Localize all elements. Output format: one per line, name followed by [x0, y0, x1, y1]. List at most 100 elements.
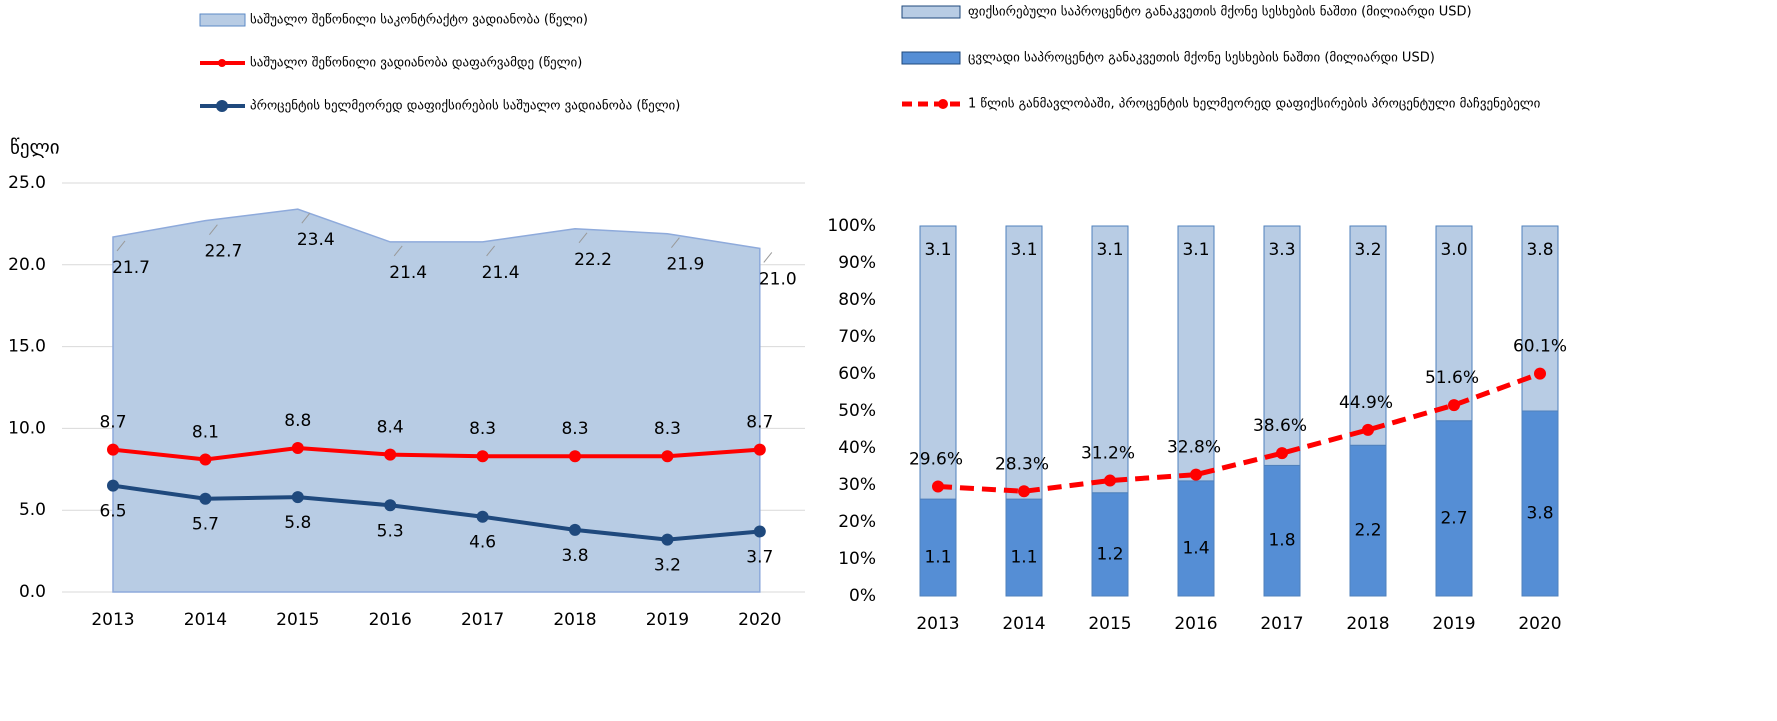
data-label: 32.8% [1167, 438, 1221, 458]
bar-segment [1091, 225, 1129, 494]
line [937, 371, 1541, 494]
point [1534, 367, 1546, 380]
x-tick-label: 2016 [1174, 614, 1217, 634]
leader-line [486, 245, 495, 257]
y-tick-label: 20% [838, 512, 876, 532]
point [291, 442, 304, 455]
y-tick-label: 20.0 [8, 255, 46, 275]
point [1448, 399, 1460, 412]
point [107, 479, 119, 492]
leader-line [209, 224, 218, 235]
data-label: 23.4 [297, 230, 335, 250]
x-tick-label: 2015 [276, 610, 319, 630]
data-label: 3.0 [1440, 240, 1467, 260]
point [1018, 485, 1030, 498]
point [1276, 447, 1288, 460]
legend-label: პროცენტის ხელმეორედ დაფიქსირების საშუალო… [250, 99, 680, 114]
data-label: 8.4 [377, 418, 404, 438]
point [1190, 468, 1202, 481]
bar-segment [1177, 480, 1215, 597]
data-label: 1.2 [1096, 544, 1123, 564]
x-tick-label: 2017 [461, 610, 504, 630]
point [291, 491, 304, 504]
data-label: 3.8 [561, 546, 588, 566]
legend-label: ცვლადი საპროცენტო განაკვეთის მქონე სესხე… [968, 51, 1435, 66]
data-label: 6.5 [99, 502, 126, 522]
data-label: 5.3 [377, 521, 404, 541]
leader-line [671, 237, 680, 249]
data-label: 3.1 [1182, 240, 1209, 260]
x-tick-label: 2018 [553, 610, 596, 630]
data-label: 8.8 [284, 411, 311, 431]
bar-segment [1263, 464, 1301, 597]
leader-line [393, 245, 403, 257]
y-tick-label: 0% [849, 586, 876, 606]
data-label: 3.8 [1526, 504, 1553, 524]
data-label: 3.1 [1010, 240, 1037, 260]
data-label: 51.6% [1425, 368, 1479, 388]
y-tick-label: 5.0 [19, 500, 46, 520]
point [753, 443, 766, 456]
x-tick-label: 2013 [91, 610, 134, 630]
data-label: 3.3 [1268, 240, 1295, 260]
data-label: 8.3 [469, 419, 496, 439]
y-tick-label: 80% [838, 290, 876, 310]
point [384, 499, 397, 512]
point [199, 492, 212, 505]
point [1362, 423, 1374, 436]
point [476, 450, 489, 463]
data-label: 44.9% [1339, 393, 1393, 413]
line [112, 483, 760, 542]
data-label: 8.7 [746, 413, 773, 433]
data-label: 29.6% [909, 449, 963, 469]
data-label: 1.4 [1182, 538, 1209, 558]
bar-segment [1435, 420, 1473, 597]
x-tick-label: 2013 [916, 614, 959, 634]
y-tick-label: 50% [838, 401, 876, 421]
data-label: 8.3 [654, 419, 681, 439]
point [1104, 474, 1116, 487]
data-label: 3.1 [924, 240, 951, 260]
point [932, 480, 944, 493]
point [384, 448, 397, 461]
data-label: 3.8 [1526, 240, 1553, 260]
data-label: 4.6 [469, 533, 496, 553]
data-label: 21.7 [112, 258, 150, 278]
bar-segment [1349, 444, 1387, 597]
leader-line [301, 212, 311, 224]
legend-marker [216, 100, 228, 112]
point [753, 525, 766, 538]
legend-label: 1 წლის განმავლობაში, პროცენტის ხელმეორედ… [968, 97, 1541, 112]
x-tick-label: 2020 [738, 610, 781, 630]
bar-segment [1177, 225, 1215, 482]
data-label: 21.4 [482, 263, 520, 283]
leader-line [578, 232, 588, 244]
legend-swatch [901, 51, 961, 65]
leader-line [116, 240, 126, 252]
legend-marker [938, 99, 948, 109]
data-label: 3.1 [1096, 240, 1123, 260]
data-label: 60.1% [1513, 337, 1567, 357]
data-label: 3.2 [654, 556, 681, 576]
x-tick-label: 2014 [184, 610, 227, 630]
x-tick-label: 2017 [1260, 614, 1303, 634]
data-label: 28.3% [995, 454, 1049, 474]
point [661, 533, 674, 546]
data-label: 21.9 [666, 255, 704, 275]
y-tick-label: 100% [827, 216, 876, 236]
y-tick-label: 10.0 [8, 418, 46, 438]
legend-label: საშუალო შეწონილი ვადიანობა დაფარვამდე (წ… [250, 56, 582, 71]
point [107, 443, 119, 456]
y-tick-label: 40% [838, 438, 876, 458]
data-label: 31.2% [1081, 444, 1135, 464]
y-axis-label: წელი [10, 137, 60, 159]
y-tick-label: 70% [838, 327, 876, 347]
data-label: 22.2 [574, 250, 612, 270]
data-label: 21.4 [389, 263, 427, 283]
data-label: 1.8 [1268, 531, 1295, 551]
point [569, 523, 581, 536]
point [199, 453, 212, 466]
data-label: 8.7 [99, 413, 126, 433]
legend-swatch [199, 13, 246, 27]
